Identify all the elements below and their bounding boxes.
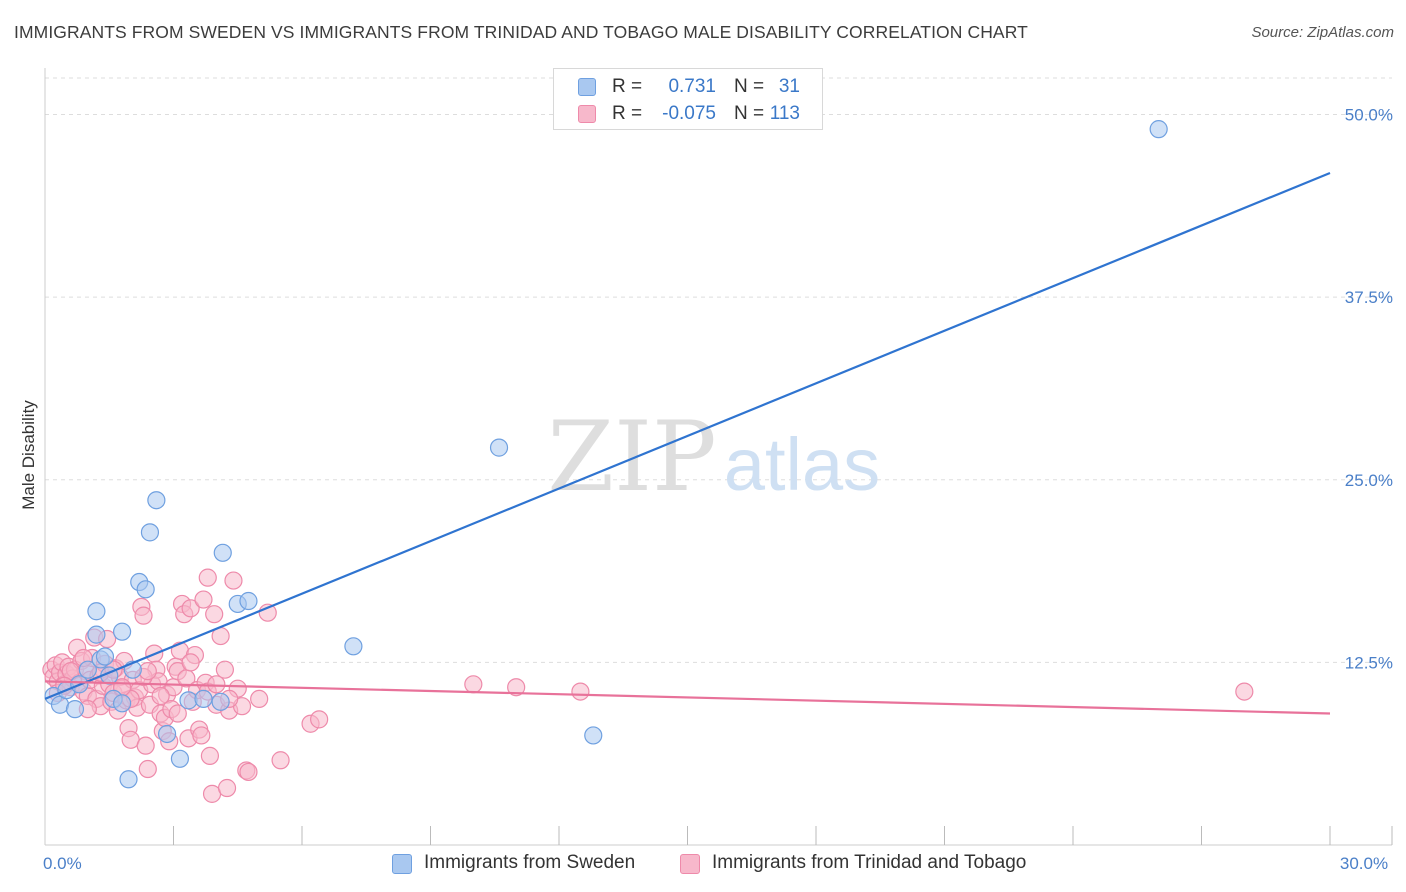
data-point bbox=[181, 653, 200, 672]
y-tick-label: 50.0% bbox=[1345, 106, 1393, 125]
legend-n-value: 31 bbox=[778, 76, 800, 97]
y-tick-label: 37.5% bbox=[1345, 288, 1393, 307]
data-point bbox=[207, 675, 226, 694]
data-point bbox=[136, 580, 155, 599]
y-tick-label: 25.0% bbox=[1345, 471, 1393, 490]
data-point bbox=[211, 692, 230, 711]
legend-n-label: N = bbox=[734, 76, 765, 97]
legend-bottom: Immigrants from Sweden Immigrants from T… bbox=[0, 850, 1406, 880]
data-point bbox=[119, 770, 138, 789]
data-point bbox=[215, 660, 234, 679]
data-point bbox=[192, 726, 211, 745]
data-point bbox=[87, 602, 106, 621]
data-point bbox=[181, 599, 200, 618]
data-point bbox=[213, 543, 232, 562]
data-point bbox=[138, 662, 157, 681]
data-point bbox=[489, 438, 509, 457]
data-point bbox=[138, 759, 157, 779]
data-point bbox=[95, 647, 115, 666]
data-point bbox=[112, 622, 132, 641]
x-tick-label: 30.0% bbox=[1340, 854, 1388, 873]
legend-row-sweden: R = 0.731 N = 31 bbox=[554, 74, 822, 100]
data-point bbox=[464, 675, 483, 694]
watermark: ZIP atlas bbox=[547, 401, 880, 513]
data-point bbox=[239, 762, 258, 782]
data-point bbox=[170, 749, 190, 768]
data-point bbox=[1235, 682, 1254, 701]
data-point bbox=[179, 691, 198, 710]
data-point bbox=[147, 491, 166, 510]
legend-swatch-sweden bbox=[578, 78, 596, 96]
chart-source: Source: ZipAtlas.com bbox=[1251, 24, 1394, 41]
data-point bbox=[571, 682, 590, 701]
y-tick-label: 12.5% bbox=[1345, 653, 1393, 672]
data-point bbox=[194, 689, 213, 709]
series-sweden-points bbox=[44, 120, 1168, 789]
data-point bbox=[78, 660, 97, 679]
legend-swatch-trinidad bbox=[680, 854, 700, 874]
legend-r-label: R = bbox=[612, 76, 643, 97]
grid-layer bbox=[45, 77, 1392, 663]
data-point bbox=[134, 606, 153, 625]
chart-title: IMMIGRANTS FROM SWEDEN VS IMMIGRANTS FRO… bbox=[14, 22, 1028, 42]
data-point bbox=[65, 700, 85, 719]
legend-swatch-sweden bbox=[392, 854, 412, 874]
data-point bbox=[168, 704, 187, 723]
legend-r-value: -0.075 bbox=[662, 103, 716, 124]
data-point bbox=[584, 726, 603, 745]
legend-top: R = 0.731 N = 31 R = -0.075 N = 113 bbox=[553, 68, 823, 130]
data-point bbox=[271, 751, 290, 770]
points-layer bbox=[42, 120, 1254, 803]
data-point bbox=[198, 568, 217, 587]
legend-n-label: N = bbox=[734, 103, 765, 124]
trend-line-sweden bbox=[44, 171, 1331, 700]
x-tick-label: 0.0% bbox=[43, 854, 82, 873]
data-point bbox=[112, 694, 132, 713]
data-point bbox=[217, 778, 237, 798]
data-point bbox=[224, 571, 243, 590]
legend-r-label: R = bbox=[612, 103, 643, 124]
watermark-zip: ZIP bbox=[547, 401, 716, 513]
data-point bbox=[157, 724, 177, 744]
watermark-atlas: atlas bbox=[724, 423, 880, 506]
data-point bbox=[250, 689, 269, 709]
data-point bbox=[239, 591, 258, 611]
data-point bbox=[194, 590, 213, 609]
trend-layer bbox=[44, 171, 1331, 715]
legend-n-value: 113 bbox=[769, 103, 800, 124]
legend-r-value: 0.731 bbox=[668, 76, 716, 97]
data-point bbox=[310, 710, 329, 729]
data-point bbox=[507, 678, 526, 697]
data-point bbox=[344, 637, 363, 656]
labels-layer: Male Disability 12.5% 25.0% 37.5% 50.0% 0.0%… bbox=[19, 106, 1393, 873]
data-point bbox=[140, 523, 160, 542]
legend-label-sweden: Immigrants from Sweden bbox=[424, 852, 636, 873]
data-point bbox=[1149, 120, 1168, 139]
legend-row-trinidad: R = -0.075 N = 113 bbox=[554, 101, 822, 127]
data-point bbox=[87, 625, 106, 644]
axis-layer bbox=[44, 68, 1393, 846]
legend-swatch-trinidad bbox=[578, 105, 596, 123]
data-point bbox=[200, 746, 220, 765]
data-point bbox=[205, 605, 224, 624]
data-point bbox=[136, 736, 155, 755]
y-axis-label: Male Disability bbox=[19, 400, 38, 510]
data-point bbox=[151, 686, 170, 706]
trend-line-tt bbox=[44, 680, 1331, 715]
legend-label-trinidad: Immigrants from Trinidad and Tobago bbox=[712, 852, 1027, 873]
